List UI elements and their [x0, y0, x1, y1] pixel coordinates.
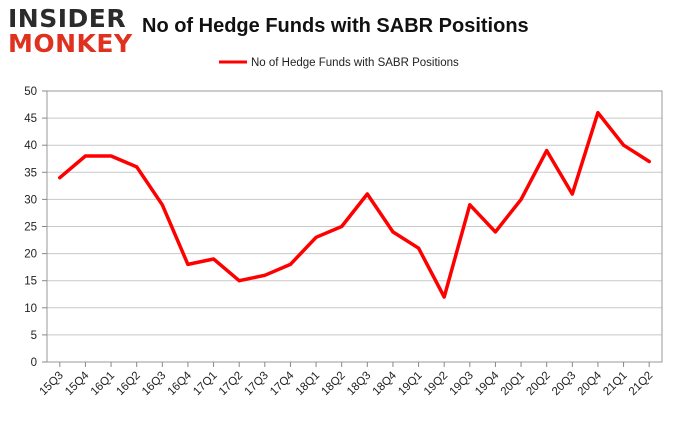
data-point [263, 273, 267, 277]
data-point [391, 230, 395, 234]
x-tick-label: 19Q2 [422, 370, 450, 398]
y-tick-label: 35 [24, 167, 37, 179]
y-tick-label: 10 [24, 303, 37, 315]
data-point [135, 165, 139, 169]
y-tick-label: 5 [31, 330, 37, 342]
x-tick-label: 15Q4 [63, 369, 92, 398]
data-point [288, 262, 292, 266]
data-point [237, 279, 241, 283]
legend-label: No of Hedge Funds with SABR Positions [251, 57, 459, 69]
x-tick-label: 18Q4 [371, 369, 400, 398]
data-point [519, 197, 523, 201]
data-point [493, 230, 497, 234]
x-tick-label: 18Q1 [294, 370, 322, 398]
data-point [442, 295, 446, 299]
y-tick-label: 15 [24, 276, 37, 288]
grid-lines [47, 90, 662, 363]
x-tick-label: 20Q2 [524, 370, 552, 398]
x-tick-label: 16Q1 [89, 370, 117, 398]
data-point [570, 192, 574, 196]
x-axis-ticks: 15Q315Q416Q116Q216Q316Q417Q117Q217Q317Q4… [38, 362, 655, 398]
x-tick-label: 21Q1 [601, 370, 629, 398]
data-point [58, 176, 62, 180]
x-tick-label: 17Q1 [191, 370, 219, 398]
series-layer [58, 110, 651, 299]
x-tick-label: 17Q2 [217, 370, 245, 398]
data-point [417, 246, 421, 250]
x-tick-label: 16Q3 [140, 370, 168, 398]
y-tick-label: 0 [31, 357, 37, 369]
y-axis-ticks: 0 5 10 15 20 25 30 35 40 45 50 [24, 86, 47, 369]
data-point [596, 111, 600, 115]
data-point [468, 203, 472, 207]
insider-monkey-logo: INSIDER MONKEY [8, 6, 133, 56]
x-tick-label: 16Q4 [166, 369, 195, 398]
y-tick-label: 30 [24, 194, 37, 206]
x-tick-label: 20Q4 [576, 369, 605, 398]
x-tick-label: 15Q3 [38, 370, 66, 398]
x-tick-label: 20Q3 [550, 370, 578, 398]
data-point [545, 149, 549, 153]
x-tick-label: 21Q2 [627, 370, 655, 398]
x-tick-label: 16Q2 [114, 370, 142, 398]
data-point [83, 154, 87, 158]
y-tick-label: 40 [24, 140, 37, 152]
data-point [314, 235, 318, 239]
data-point [212, 257, 216, 261]
x-tick-label: 17Q3 [243, 370, 271, 398]
x-tick-label: 18Q3 [345, 370, 373, 398]
x-tick-label: 19Q1 [396, 370, 424, 398]
data-point [622, 143, 626, 147]
y-tick-label: 50 [24, 86, 37, 98]
y-tick-label: 25 [24, 222, 37, 234]
data-point [365, 192, 369, 196]
chart-title: No of Hedge Funds with SABR Positions [142, 15, 529, 37]
y-tick-label: 20 [24, 249, 37, 261]
x-tick-label: 19Q3 [448, 370, 476, 398]
x-tick-label: 19Q4 [473, 369, 502, 398]
y-tick-label: 45 [24, 113, 37, 125]
x-tick-label: 17Q4 [268, 369, 297, 398]
data-point [647, 159, 651, 163]
logo-line-monkey: MONKEY [8, 29, 133, 58]
series-line [58, 110, 651, 299]
data-point [109, 154, 113, 158]
logo-line-insider: INSIDER [8, 4, 127, 33]
legend: No of Hedge Funds with SABR Positions [219, 57, 459, 69]
data-point [186, 262, 190, 266]
x-tick-label: 18Q2 [319, 370, 347, 398]
x-tick-label: 20Q1 [499, 370, 527, 398]
data-point [160, 203, 164, 207]
data-point [340, 225, 344, 228]
